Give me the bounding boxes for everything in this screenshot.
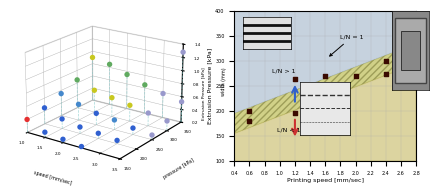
Text: L/N = 1: L/N = 1 [330,35,364,56]
Point [246,109,253,112]
X-axis label: speed [mm/sec]: speed [mm/sec] [33,170,73,186]
Text: L/N > 1: L/N > 1 [272,68,295,73]
Point [382,60,389,63]
Point [321,75,328,78]
Point [291,112,298,115]
Text: L/N < 1: L/N < 1 [277,128,300,133]
FancyBboxPatch shape [395,18,426,83]
Polygon shape [234,11,416,114]
Polygon shape [234,44,416,133]
Y-axis label: Extrusion Pressure [kPa]: Extrusion Pressure [kPa] [208,48,212,124]
Polygon shape [234,64,416,161]
Point [321,87,328,90]
Text: Extrusion Pressure [kPa]: Extrusion Pressure [kPa] [201,67,206,120]
Point [246,119,253,122]
X-axis label: Printing speed [mm/sec]: Printing speed [mm/sec] [287,178,364,183]
FancyBboxPatch shape [401,31,420,70]
Point [352,75,359,78]
Point [382,72,389,75]
Y-axis label: pressure [kPa]: pressure [kPa] [162,157,194,180]
Point [291,77,298,80]
